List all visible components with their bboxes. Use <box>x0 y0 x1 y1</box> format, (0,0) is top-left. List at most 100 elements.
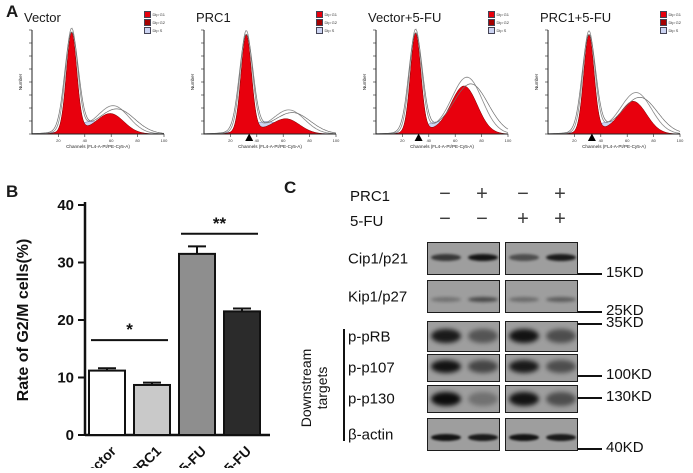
flow-panel-title: PRC1 <box>196 10 231 25</box>
panel-b-label: B <box>6 182 19 201</box>
blot-box <box>427 321 500 352</box>
y-axis-label: Number <box>18 73 23 90</box>
blot-box <box>427 280 500 313</box>
legend-label: Dip G1 <box>324 12 337 17</box>
x-tick-label: 80 <box>651 138 656 143</box>
x-category-label: Vector <box>78 442 120 468</box>
legend-label: Dip S <box>668 28 679 33</box>
legend-label: Dip S <box>496 28 507 33</box>
model-outline-curve <box>204 30 336 135</box>
legend-item: Dip G2 <box>143 19 165 26</box>
mw-marker-label: 25KD <box>606 302 644 319</box>
bar-prc1-5-fu <box>223 310 261 436</box>
y-axis-label: Number <box>362 73 367 90</box>
downstream-label-line2: targets <box>314 366 330 410</box>
mw-marker-line <box>578 323 602 325</box>
x-tick-label: 100 <box>677 138 684 143</box>
flow-histogram: 20 40 60 80 100 Channels (FL4-A-PI/PE-Cy5-A) N… <box>190 29 340 149</box>
legend-item: Dip G1 <box>143 11 165 18</box>
legend-label: Dip S <box>152 28 163 33</box>
model-outline-curve-2 <box>376 32 509 135</box>
y-tick-label: 0 <box>66 427 74 444</box>
y-axis-label: Rate of G2/M cells(%) <box>15 239 32 402</box>
g1-peak-marker-triangle <box>414 133 423 141</box>
axes <box>547 30 680 135</box>
g2m-rate-bar-chart: 0 10 20 30 40 Rate of G2/M cells(%) Vector PRC1… <box>15 197 270 473</box>
y-tick-label: 10 <box>57 370 74 387</box>
mw-marker-label: 40KD <box>606 439 644 456</box>
legend-swatch <box>487 11 495 18</box>
protein-label-p-p107: p-p107 <box>348 359 395 377</box>
flow-panel-prc1-5-fu: PRC1+5-FU Dip G1 Dip G2 Dip S 20 40 60 80 100 Cha… <box>518 10 690 170</box>
mw-marker-line <box>578 375 602 377</box>
protein-band <box>546 254 576 262</box>
y-tick-label: 30 <box>57 255 74 272</box>
y-tick-label: 40 <box>57 197 74 214</box>
condition-sign: − <box>517 183 529 205</box>
panel-a-label: A <box>6 2 19 21</box>
flow-histogram: 20 40 60 80 100 Channels (FL4-A-PI/PE-Cy5-A) N… <box>18 27 168 149</box>
legend-swatch <box>315 11 323 18</box>
protein-band <box>546 359 576 373</box>
legend-label: Dip G2 <box>496 20 509 25</box>
flow-legend: Dip G1 Dip G2 Dip S <box>659 11 681 34</box>
protein-band <box>468 359 498 373</box>
flow-legend: Dip G1 Dip G2 Dip S <box>315 11 337 34</box>
x-tick-label: 100 <box>161 138 168 143</box>
protein-label-kip1-p27: Kip1/p27 <box>348 288 408 305</box>
flow-panel-vector-5-fu: Vector+5-FU Dip G1 Dip G2 Dip S 20 40 60 80 100 C… <box>346 10 518 170</box>
legend-swatch <box>315 27 323 34</box>
protein-label-p-p130: p-p130 <box>348 390 395 408</box>
flow-panel-title: Vector <box>24 10 61 25</box>
y-tick-label: 20 <box>57 312 74 329</box>
blot-box <box>427 242 500 275</box>
blot-box <box>505 385 578 413</box>
protein-band <box>431 296 461 302</box>
blot-box <box>505 280 578 313</box>
protein-band <box>509 433 539 441</box>
condition-sign: + <box>554 208 566 230</box>
protein-band <box>509 329 539 343</box>
blot-box <box>505 242 578 275</box>
bar-vector5-fu <box>178 252 216 436</box>
bar-vector <box>88 369 126 437</box>
protein-band <box>546 329 576 343</box>
blot-box <box>505 354 578 382</box>
x-tick-label: 20 <box>56 138 61 143</box>
x-tick-label: 100 <box>505 138 512 143</box>
protein-band <box>468 329 498 343</box>
legend-label: Dip G2 <box>668 20 681 25</box>
condition-sign: − <box>439 183 451 205</box>
blot-box <box>505 418 578 451</box>
downstream-label-line1: Downstream <box>298 348 314 428</box>
protein-label-p-prb: p-pRB <box>348 328 391 345</box>
protein-band <box>431 433 461 441</box>
flow-cytometry-row: Vector Dip G1 Dip G2 Dip S 20 40 60 80 100 Channe… <box>2 10 690 170</box>
legend-item: Dip G1 <box>315 11 337 18</box>
red-g1-g2-peaks <box>547 34 681 135</box>
protein-band <box>468 254 498 262</box>
protein-band <box>509 391 539 406</box>
x-tick-label: 40 <box>427 138 432 143</box>
legend-swatch <box>659 11 667 18</box>
panel-b-bar-chart: B 0 10 20 30 40 Rate of G2/M cells(%) Vector PR… <box>0 180 278 473</box>
flow-panel-vector: Vector Dip G1 Dip G2 Dip S 20 40 60 80 100 Channe… <box>2 10 174 170</box>
x-tick-label: 80 <box>479 138 484 143</box>
significance-asterisk: * <box>126 320 133 339</box>
x-tick-label: 40 <box>255 138 260 143</box>
x-tick-label: 60 <box>281 138 286 143</box>
condition-sign: + <box>517 208 529 230</box>
legend-swatch <box>315 19 323 26</box>
legend-label: Dip S <box>324 28 335 33</box>
model-outline-curve-2 <box>32 31 165 134</box>
mw-marker-label: 15KD <box>606 264 644 281</box>
mw-marker-line <box>578 311 602 313</box>
flow-panel-prc1: PRC1 Dip G1 Dip G2 Dip S 20 40 60 80 100 Channels… <box>174 10 346 170</box>
x-tick-label: 20 <box>400 138 405 143</box>
mw-marker-line <box>578 397 602 399</box>
legend-item: Dip G2 <box>487 19 509 26</box>
protein-band <box>431 359 461 373</box>
model-outline-curve-2 <box>204 33 337 135</box>
legend-label: Dip G1 <box>668 12 681 17</box>
protein-band <box>509 254 539 262</box>
